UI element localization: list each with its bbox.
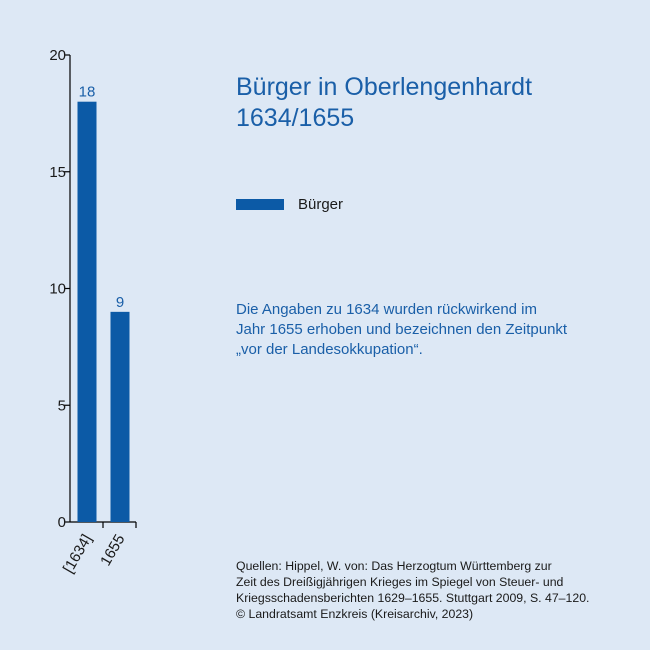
- bar: [77, 101, 97, 522]
- source-line: Quellen: Hippel, W. von: Das Herzogtum W…: [236, 559, 552, 573]
- chart-title: Bürger in Oberlengenhardt 1634/1655: [236, 72, 532, 134]
- note-line: „vor der Landesokkupation“.: [236, 341, 423, 358]
- y-tick-label: 5: [58, 397, 66, 414]
- note-line: Die Angaben zu 1634 wurden rückwirkend i…: [236, 301, 538, 318]
- legend-label: Bürger: [298, 196, 344, 213]
- copyright-line: © Landratsamt Enzkreis (Kreisarchiv, 202…: [236, 607, 474, 621]
- source-citation: Quellen: Hippel, W. von: Das Herzogtum W…: [236, 558, 589, 622]
- legend: Bürger: [236, 196, 343, 213]
- data-label: 9: [116, 294, 124, 311]
- y-tick-label: 10: [49, 281, 66, 298]
- data-label: 18: [79, 84, 96, 101]
- note-line: Jahr 1655 erhoben und bezeichnen den Zei…: [236, 321, 568, 338]
- x-tick-label: 1655: [97, 532, 128, 569]
- source-line: Kriegsschadensberichten 1629–1655. Stutt…: [236, 591, 590, 605]
- legend-swatch: [236, 199, 284, 210]
- source-line: Zeit des Dreißigjährigen Krieges im Spie…: [236, 575, 564, 589]
- y-tick-label: 20: [49, 47, 66, 64]
- y-tick-label: 15: [49, 164, 66, 181]
- chart-title-line: Bürger in Oberlengenhardt: [236, 73, 533, 101]
- chart-note: Die Angaben zu 1634 wurden rückwirkend i…: [236, 300, 636, 360]
- y-tick-label: 0: [58, 514, 66, 531]
- x-tick-label: [1634]: [60, 532, 96, 577]
- bar: [110, 311, 130, 522]
- chart-title-line: 1634/1655: [236, 104, 355, 132]
